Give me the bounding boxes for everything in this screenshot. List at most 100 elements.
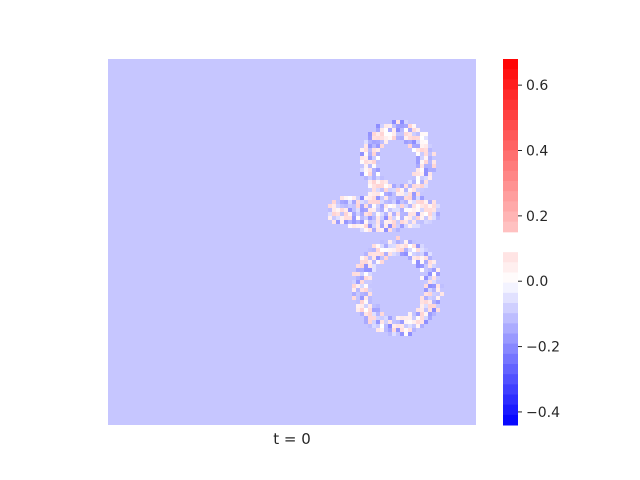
heatmap-cell [404, 224, 408, 228]
heatmap-cell [364, 160, 368, 164]
heatmap-cell [396, 328, 400, 332]
heatmap-cell [364, 196, 368, 200]
colorbar-segment [503, 414, 518, 426]
colorbar-segment [503, 79, 518, 90]
heatmap-cell [428, 208, 432, 212]
heatmap-cell [428, 152, 432, 156]
heatmap-cell [364, 316, 368, 320]
heatmap-cell [380, 128, 384, 132]
colorbar-segment [503, 333, 518, 345]
heatmap-cell [360, 288, 364, 292]
colorbar-segment [503, 384, 518, 395]
heatmap-cell [388, 184, 392, 188]
heatmap-cell [376, 128, 380, 132]
heatmap-cell [408, 328, 412, 332]
heatmap-cell [368, 248, 372, 252]
heatmap-cell [380, 260, 384, 264]
heatmap-cell [392, 212, 396, 216]
heatmap-cell [424, 288, 428, 292]
heatmap-cell [348, 220, 352, 224]
heatmap-cell [432, 212, 436, 216]
heatmap-cell [356, 276, 360, 280]
heatmap-cell [368, 252, 372, 256]
heatmap-cell [412, 216, 416, 220]
heatmap-cell [408, 136, 412, 140]
heatmap-cell [372, 228, 376, 232]
heatmap-cell [404, 196, 408, 200]
heatmap-cell [364, 200, 368, 204]
heatmap-cell [368, 268, 372, 272]
heatmap-cell [376, 180, 380, 184]
heatmap-cell [372, 180, 376, 184]
colorbar: 0.6 0.4 0.2 0.0 −0.2 −0.4 [503, 59, 560, 426]
heatmap-cell [376, 200, 380, 204]
heatmap-cell [376, 196, 380, 200]
heatmap-cell [404, 212, 408, 216]
heatmap-cell [352, 212, 356, 216]
heatmap-cell [420, 212, 424, 216]
heatmap-cell [408, 332, 412, 336]
heatmap-cell [392, 184, 396, 188]
heatmap-cell [428, 296, 432, 300]
heatmap-cell [432, 268, 436, 272]
heatmap-cell [428, 280, 432, 284]
heatmap-cell [416, 140, 420, 144]
heatmap-cell [428, 272, 432, 276]
heatmap-cell [348, 204, 352, 208]
heatmap-cell [404, 244, 408, 248]
heatmap-cell [436, 280, 440, 284]
colorbar-segment [503, 160, 518, 172]
heatmap-cell [416, 256, 420, 260]
heatmap-cell [360, 256, 364, 260]
heatmap-cell [424, 304, 428, 308]
heatmap-cell [368, 216, 372, 220]
heatmap-cell [428, 172, 432, 176]
heatmap-cell [376, 160, 380, 164]
heatmap-cell [364, 224, 368, 228]
heatmap-cell [432, 160, 436, 164]
heatmap-cell [400, 192, 404, 196]
heatmap-cell [404, 216, 408, 220]
heatmap-cell [428, 256, 432, 260]
heatmap-cell [424, 200, 428, 204]
heatmap-cell [368, 272, 372, 276]
heatmap-cell [384, 320, 388, 324]
heatmap-cell [384, 180, 388, 184]
heatmap-cell [412, 192, 416, 196]
heatmap-cell [364, 300, 368, 304]
heatmap-cell [416, 188, 420, 192]
heatmap-cell [420, 132, 424, 136]
heatmap-cell [364, 268, 368, 272]
heatmap-cell [404, 120, 408, 124]
heatmap-cell [384, 244, 388, 248]
heatmap-cell [408, 252, 412, 256]
heatmap-cell [384, 316, 388, 320]
heatmap-cell [356, 296, 360, 300]
heatmap-cell [364, 220, 368, 224]
heatmap-cell [428, 260, 432, 264]
heatmap-cell [436, 304, 440, 308]
heatmap-cell [424, 280, 428, 284]
heatmap-cell [428, 308, 432, 312]
heatmap-cell [384, 192, 388, 196]
heatmap-cell [384, 240, 388, 244]
heatmap-cell [428, 160, 432, 164]
heatmap-cell [416, 176, 420, 180]
heatmap-cell [344, 216, 348, 220]
heatmap-cell [424, 168, 428, 172]
heatmap-cell [428, 316, 432, 320]
heatmap-cell [400, 120, 404, 124]
heatmap-cell [388, 188, 392, 192]
heatmap-cell [364, 296, 368, 300]
heatmap-cell [424, 296, 428, 300]
heatmap-cell [428, 304, 432, 308]
heatmap-cell [400, 324, 404, 328]
heatmap-cell [416, 224, 420, 228]
heatmap-cell [336, 220, 340, 224]
heatmap-cell [376, 192, 380, 196]
heatmap-cell [376, 328, 380, 332]
heatmap-cell [356, 264, 360, 268]
heatmap-cell [388, 328, 392, 332]
heatmap-cell [380, 208, 384, 212]
heatmap-cell [400, 136, 404, 140]
